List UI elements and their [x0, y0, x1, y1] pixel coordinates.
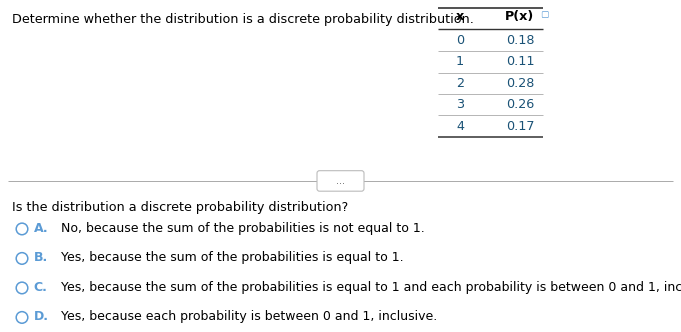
Text: 3: 3	[456, 98, 464, 111]
Text: 0.18: 0.18	[506, 34, 535, 47]
FancyBboxPatch shape	[317, 171, 364, 191]
Text: 4: 4	[456, 120, 464, 133]
Text: Yes, because each probability is between 0 and 1, inclusive.: Yes, because each probability is between…	[53, 310, 438, 323]
Text: A.: A.	[34, 222, 48, 235]
Text: 0.17: 0.17	[506, 120, 535, 133]
Text: 0.11: 0.11	[506, 55, 535, 68]
Circle shape	[16, 282, 28, 294]
Text: P(x): P(x)	[505, 10, 535, 23]
Text: ▢: ▢	[540, 10, 548, 19]
Text: B.: B.	[34, 251, 48, 265]
Text: 0.28: 0.28	[506, 77, 534, 90]
Text: No, because the sum of the probabilities is not equal to 1.: No, because the sum of the probabilities…	[53, 222, 425, 235]
Text: Is the distribution a discrete probability distribution?: Is the distribution a discrete probabili…	[12, 201, 348, 214]
Text: 0.26: 0.26	[506, 98, 534, 111]
Circle shape	[16, 253, 28, 264]
Text: Determine whether the distribution is a discrete probability distribution.: Determine whether the distribution is a …	[12, 13, 474, 26]
Text: Yes, because the sum of the probabilities is equal to 1 and each probability is : Yes, because the sum of the probabilitie…	[53, 281, 681, 294]
Text: C.: C.	[34, 281, 48, 294]
Circle shape	[16, 223, 28, 235]
Text: 2: 2	[456, 77, 464, 90]
Text: D.: D.	[34, 310, 49, 323]
Circle shape	[16, 312, 28, 323]
Text: x: x	[456, 10, 464, 23]
Text: 0: 0	[456, 34, 464, 47]
Text: Yes, because the sum of the probabilities is equal to 1.: Yes, because the sum of the probabilitie…	[53, 251, 404, 265]
Text: ...: ...	[336, 176, 345, 186]
Text: 1: 1	[456, 55, 464, 68]
